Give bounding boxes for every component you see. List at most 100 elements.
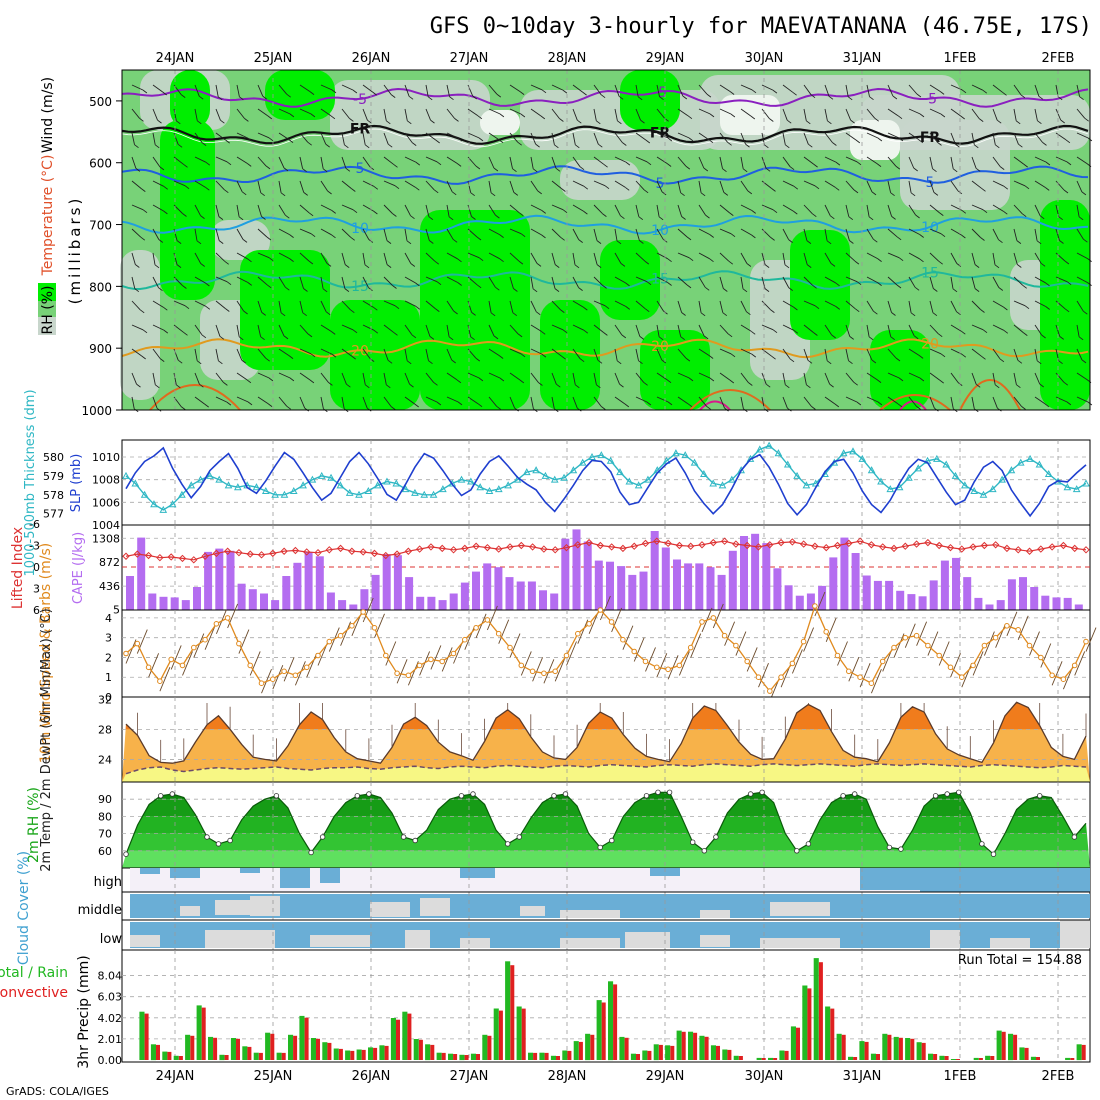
lifted-index-point	[1082, 546, 1090, 554]
wind-barb	[551, 84, 564, 91]
wind-barb	[856, 281, 862, 286]
wind-barb	[1079, 96, 1084, 101]
isotherm-label: FR	[650, 126, 671, 142]
precip-total-bar	[139, 1011, 145, 1060]
wind-barb	[509, 252, 520, 262]
wind-barb	[530, 132, 537, 145]
wind-barb	[410, 215, 415, 220]
wind-barb	[278, 132, 290, 140]
wind-barb	[740, 180, 749, 192]
lifted-index-point	[619, 544, 627, 553]
wind-barb	[152, 348, 161, 359]
cape-bar	[795, 595, 804, 610]
wind-barb	[995, 623, 1007, 648]
thickness-point	[588, 452, 596, 460]
wind-barb	[845, 156, 858, 163]
wind-barb	[341, 132, 345, 145]
cape-bar	[1063, 597, 1072, 610]
wind-barb	[960, 115, 965, 120]
wind-barb	[952, 288, 958, 293]
thickness-point	[271, 490, 279, 498]
precip-convective-bar	[270, 1033, 275, 1060]
wind-barb	[593, 180, 606, 187]
cape-bar	[1019, 577, 1027, 610]
wind-barb	[472, 95, 477, 100]
lifted-index-point	[732, 540, 740, 548]
wind-barb	[806, 264, 812, 268]
wind-barb	[341, 252, 346, 265]
wind-speed-point	[642, 658, 649, 665]
precip-convective-bar	[556, 1056, 560, 1060]
wind-barb	[1076, 324, 1080, 337]
precip-convective-bar	[590, 1034, 595, 1060]
wind-barb	[163, 210, 168, 215]
wind-barb	[215, 348, 219, 361]
precip-convective-bar	[453, 1054, 458, 1060]
cloud-clear-block	[770, 902, 830, 916]
wind-barb	[661, 359, 667, 364]
wind-barb	[824, 204, 831, 216]
wind-barb	[992, 84, 1003, 93]
isotherm-line	[121, 128, 1089, 148]
wind-barb	[285, 286, 290, 291]
wind-barb	[1063, 381, 1069, 386]
precip-total-bar	[390, 1018, 396, 1060]
wind-barb	[215, 324, 221, 337]
wind-barb	[740, 396, 744, 409]
thickness-point	[644, 475, 652, 483]
wind-barb	[341, 180, 352, 189]
rh-line	[125, 791, 1087, 856]
wind-barb	[362, 156, 371, 168]
wind-barb	[430, 119, 435, 124]
wind-barb	[1017, 359, 1023, 364]
wind-barb	[320, 252, 328, 264]
wind-barb	[307, 333, 313, 338]
wind-barb	[793, 329, 799, 334]
wind-barb	[746, 647, 758, 672]
rh-point	[643, 793, 650, 799]
wind-barb	[392, 213, 397, 217]
thickness-point	[774, 449, 783, 457]
wind-barb	[289, 377, 295, 382]
wind-barb	[803, 324, 814, 333]
cape-bar	[226, 550, 235, 610]
panel1-legend-label: Wind (m/s)	[40, 77, 56, 153]
wind-barb	[425, 324, 431, 337]
wind-barb	[435, 308, 440, 312]
isotherm-label: FR	[920, 130, 941, 146]
wind-barb	[520, 651, 532, 676]
wind-barb	[980, 237, 985, 241]
wind-barb	[520, 233, 526, 238]
wind-barb	[215, 108, 221, 121]
wind-barb	[200, 263, 205, 267]
wind-barb	[131, 324, 144, 331]
precip-convective-bar	[350, 1050, 355, 1060]
wind-barb	[877, 401, 883, 406]
cape-bar	[326, 592, 335, 610]
temperature-area	[122, 702, 1090, 782]
wind-speed-point	[1071, 662, 1078, 669]
wind-barb	[929, 180, 935, 193]
thickness-point	[979, 490, 988, 498]
wind-barb	[446, 276, 458, 283]
wind-barb	[475, 613, 487, 638]
wind-barb	[806, 120, 811, 125]
wind-barb	[310, 233, 316, 238]
rh-point	[1036, 793, 1043, 799]
wind-barb	[205, 161, 211, 166]
wind-barb	[593, 108, 597, 121]
wind-barb	[260, 192, 265, 197]
wind-barb	[238, 336, 244, 341]
wind-barb	[238, 629, 250, 654]
wind-barb	[845, 84, 849, 97]
precip-total-bar	[985, 1055, 991, 1060]
cape-bar	[1007, 579, 1016, 610]
thickness-point	[467, 477, 475, 485]
rh-point	[805, 841, 812, 847]
wind-barb	[583, 306, 588, 311]
lifted-index-point	[653, 537, 661, 545]
wind-barb	[897, 115, 903, 120]
wind-barb	[227, 603, 239, 629]
wind-barb	[362, 372, 366, 385]
wind-barb	[698, 396, 707, 407]
